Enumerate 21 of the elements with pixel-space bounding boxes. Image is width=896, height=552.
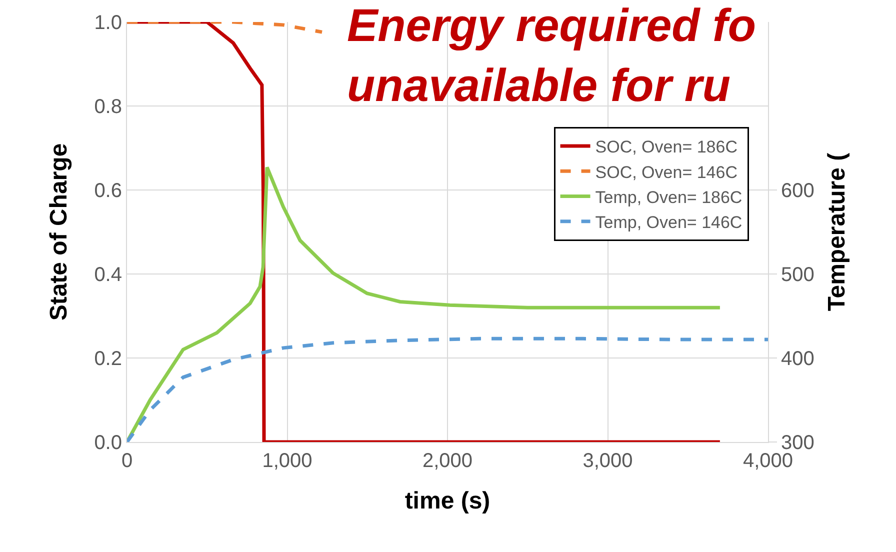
x-tick-label: 3,000 bbox=[582, 450, 633, 472]
y2-tick-label: 500 bbox=[781, 264, 814, 286]
y-axis-title: State of Charge bbox=[45, 143, 72, 321]
y-tick-label: 0.6 bbox=[94, 180, 122, 202]
y-tick-label: 0.8 bbox=[94, 96, 122, 118]
y2-axis-title: Temperature ( bbox=[824, 152, 851, 312]
legend-label: Temp, Oven= 186C bbox=[595, 188, 742, 207]
y2-tick-label: 600 bbox=[781, 180, 814, 202]
y-tick-label: 0.2 bbox=[94, 348, 122, 370]
y-tick-label: 0.0 bbox=[94, 432, 122, 454]
y-tick-label: 0.4 bbox=[94, 264, 122, 286]
x-axis-title: time (s) bbox=[404, 487, 490, 514]
y2-tick-label: 400 bbox=[781, 348, 814, 370]
legend-label: SOC, Oven= 186C bbox=[595, 138, 738, 157]
chart-title: Energy required fo unavailable for ru bbox=[347, 0, 756, 111]
x-tick-label: 1,000 bbox=[262, 450, 312, 472]
x-tick-label: 0 bbox=[121, 450, 133, 472]
legend-label: SOC, Oven= 146C bbox=[595, 162, 738, 182]
legend-label: Temp, Oven= 146C bbox=[595, 212, 742, 232]
y-tick-label: 1.0 bbox=[94, 12, 122, 34]
x-tick-label: 2,000 bbox=[422, 450, 473, 472]
